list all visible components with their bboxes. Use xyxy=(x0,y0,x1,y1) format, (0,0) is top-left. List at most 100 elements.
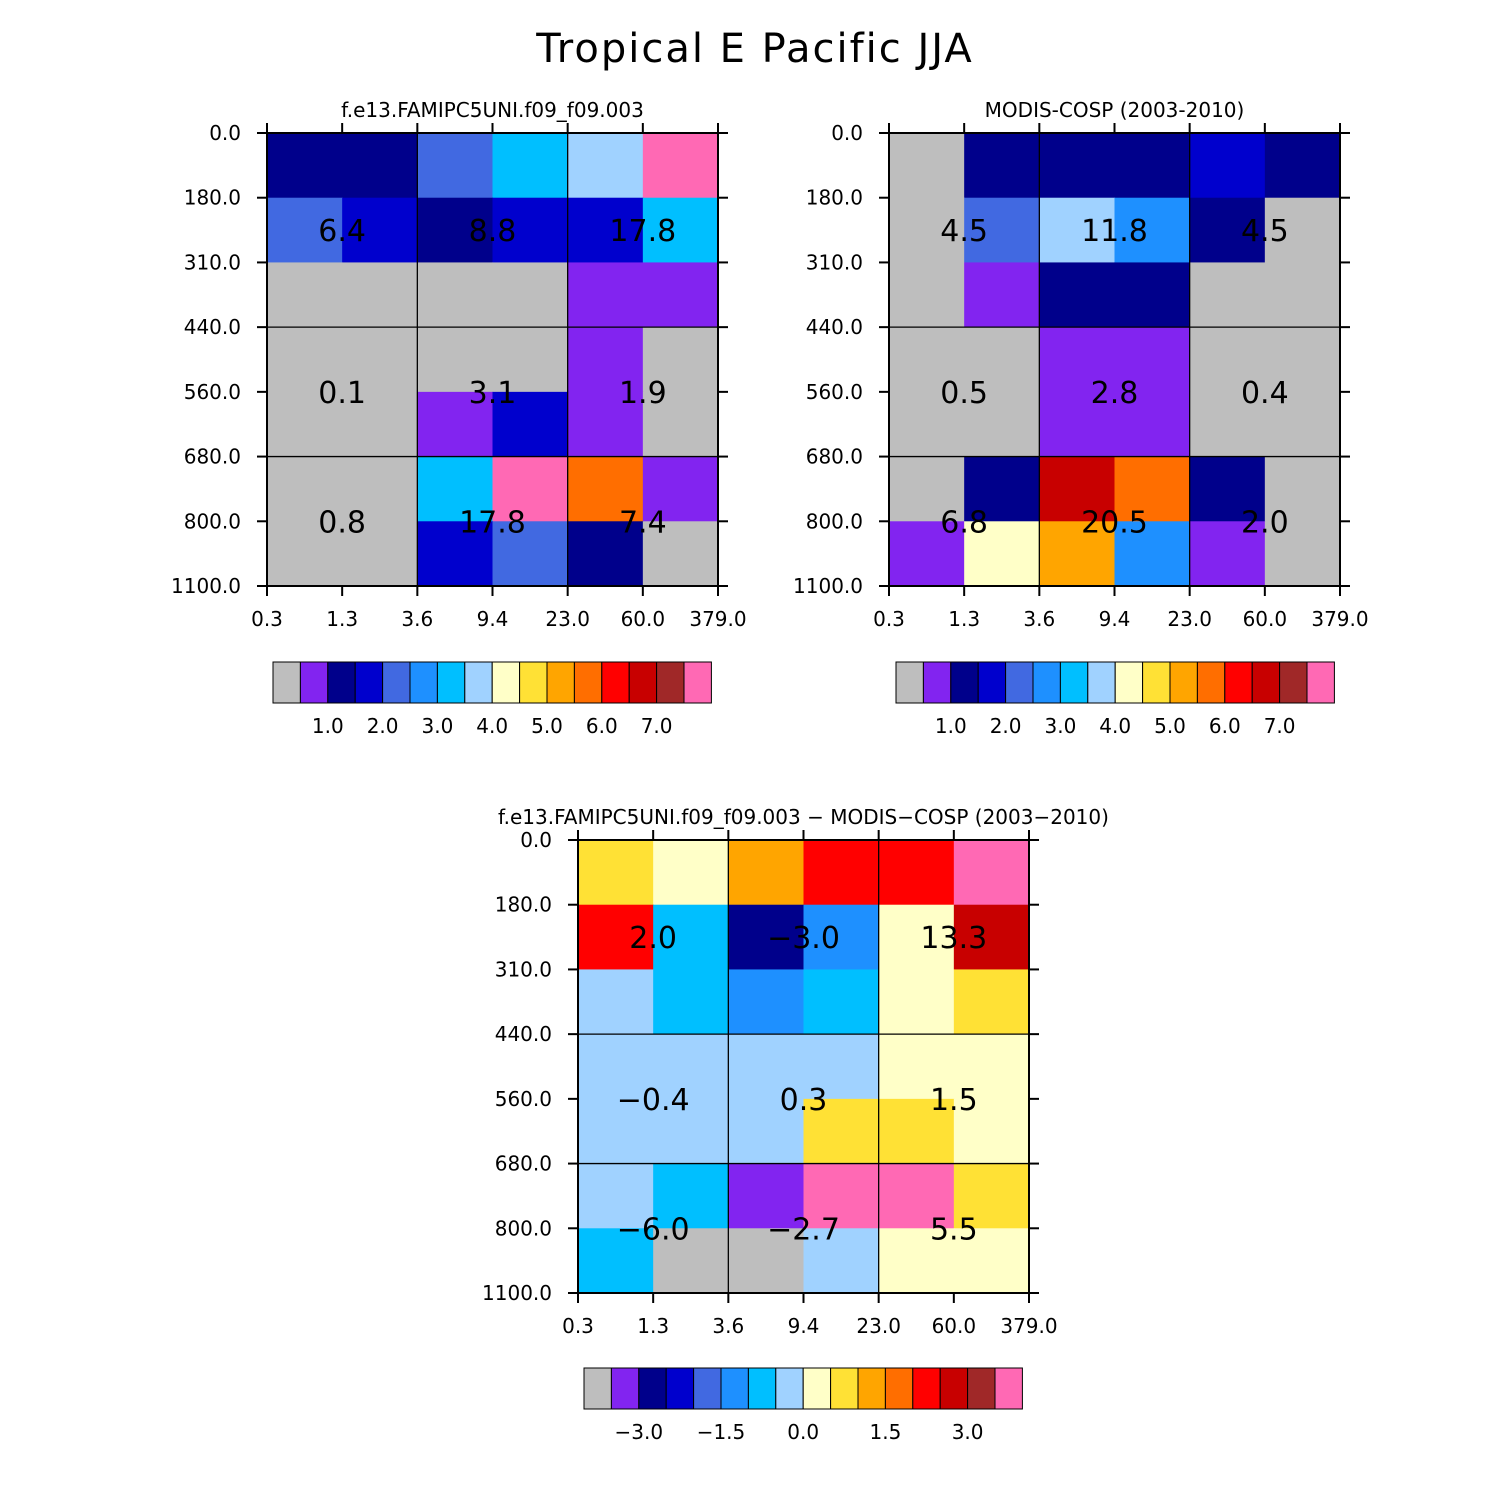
heatmap-cell xyxy=(964,197,1040,264)
colorbar-swatch xyxy=(1169,661,1198,704)
colorbar-swatch xyxy=(1251,661,1281,704)
heatmap-cell xyxy=(728,969,805,1035)
y-tick-label: 560.0 xyxy=(184,380,241,404)
colorbar-swatch xyxy=(519,661,548,704)
x-tick-label: 379.0 xyxy=(1311,607,1368,631)
colorbar-swatch xyxy=(638,1367,667,1410)
colorbar-tick-label: 4.0 xyxy=(1099,714,1131,738)
heatmap-cell xyxy=(964,391,1040,458)
heatmap-cell xyxy=(1039,327,1116,393)
heatmap-cell xyxy=(964,133,1040,199)
colorbar-swatch xyxy=(857,1367,886,1410)
heatmap-cell xyxy=(342,456,418,522)
y-tick-label: 1100.0 xyxy=(482,1281,552,1305)
x-tick-label: 379.0 xyxy=(689,607,746,631)
heatmap-cell xyxy=(417,327,494,393)
colorbar-swatch xyxy=(1279,661,1308,704)
colorbar-swatch xyxy=(830,1367,859,1410)
colorbar: 1.0 2.0 3.0 4.0 5.0 6.0 7.0 xyxy=(895,661,1335,738)
heatmap-cell xyxy=(578,969,654,1035)
heatmap-cell xyxy=(1264,133,1341,199)
group-value-label: 0.3 xyxy=(780,1083,828,1118)
colorbar-swatch xyxy=(1087,661,1116,704)
y-tick-label: 560.0 xyxy=(806,380,863,404)
heatmap-cell xyxy=(1189,391,1266,458)
heatmap-cell xyxy=(889,456,965,522)
heatmap-cell xyxy=(953,1034,1030,1100)
heatmap-cell xyxy=(417,391,494,458)
heatmap-cell xyxy=(267,197,343,264)
heatmap-cell xyxy=(964,327,1040,393)
heatmap-cell xyxy=(578,1034,654,1100)
group-value-label: 1.5 xyxy=(930,1083,978,1118)
group-value-label: 6.8 xyxy=(940,505,988,540)
y-tick-label: 0.0 xyxy=(831,121,863,145)
heatmap-cell xyxy=(417,262,494,328)
colorbar-tick-label: 7.0 xyxy=(1264,714,1296,738)
x-tick-label: 23.0 xyxy=(1167,607,1212,631)
x-tick-label: 3.6 xyxy=(401,607,433,631)
x-tick-label: 9.4 xyxy=(788,1314,820,1338)
colorbar-tick-label: 4.0 xyxy=(476,714,508,738)
heatmap-cell xyxy=(803,1098,880,1165)
y-tick-label: 800.0 xyxy=(495,1216,552,1240)
group-value-label: −0.4 xyxy=(617,1083,690,1118)
colorbar-tick-label: 6.0 xyxy=(1209,714,1241,738)
heatmap-cell xyxy=(1264,327,1341,393)
heatmap-cell xyxy=(878,1228,955,1294)
colorbar-swatch xyxy=(693,1367,722,1410)
colorbar-swatch xyxy=(436,661,466,704)
heatmap-cell xyxy=(1114,391,1191,458)
y-tick-label: 680.0 xyxy=(184,445,241,469)
heatmap-cell xyxy=(1189,262,1266,328)
colorbar-swatch xyxy=(354,661,384,704)
heatmap-cell xyxy=(1039,391,1116,458)
colorbar-tick-label: 5.0 xyxy=(1154,714,1186,738)
colorbar-tick-label: 2.0 xyxy=(990,714,1022,738)
heatmap-cell xyxy=(1264,262,1341,328)
colorbar-tick-label: 1.0 xyxy=(312,714,344,738)
heatmap-cell xyxy=(728,1163,805,1229)
heatmap-cell xyxy=(567,456,644,522)
colorbar-swatch xyxy=(382,661,411,704)
y-tick-label: 0.0 xyxy=(209,121,241,145)
heatmap-cell xyxy=(492,262,569,328)
x-tick-label: 3.6 xyxy=(712,1314,744,1338)
group-value-label: 11.8 xyxy=(1081,214,1148,249)
heatmap-cell xyxy=(728,1098,805,1165)
heatmap-cell xyxy=(417,521,494,587)
heatmap-cell xyxy=(492,521,569,587)
colorbar-swatch xyxy=(656,661,685,704)
heatmap-cell xyxy=(578,1098,654,1165)
heatmap-cell xyxy=(953,1228,1030,1294)
colorbar-swatch xyxy=(912,1367,941,1410)
heatmap-cell xyxy=(267,456,343,522)
colorbar-tick-label: 2.0 xyxy=(367,714,399,738)
colorbar-tick-label: −3.0 xyxy=(615,1420,664,1444)
heatmap-cell xyxy=(342,327,418,393)
heatmap-cell xyxy=(964,456,1040,522)
x-tick-label: 60.0 xyxy=(1243,607,1288,631)
colorbar-swatch xyxy=(720,1367,749,1410)
colorbar-swatch xyxy=(583,1367,612,1410)
heatmap-cell xyxy=(1264,391,1341,458)
heatmap-cell xyxy=(878,1098,955,1165)
heatmap-cell xyxy=(1114,327,1191,393)
colorbar-swatch xyxy=(464,661,493,704)
colorbar-swatch xyxy=(491,661,521,704)
group-value-label: 3.1 xyxy=(469,376,517,411)
heatmap-cell xyxy=(803,840,880,906)
colorbar-swatch xyxy=(327,661,356,704)
heatmap-cell xyxy=(267,391,343,458)
heatmap-cell xyxy=(417,133,494,199)
heatmap-cell xyxy=(1039,456,1116,522)
heatmap-cell xyxy=(342,391,418,458)
heatmap-cell xyxy=(567,133,644,199)
group-value-label: 2.8 xyxy=(1091,376,1139,411)
heatmap-cell xyxy=(1189,456,1266,522)
heatmap-cell xyxy=(878,1034,955,1100)
y-tick-label: 310.0 xyxy=(184,250,241,274)
colorbar-swatch xyxy=(683,661,712,704)
heatmap-cell xyxy=(1039,133,1116,199)
